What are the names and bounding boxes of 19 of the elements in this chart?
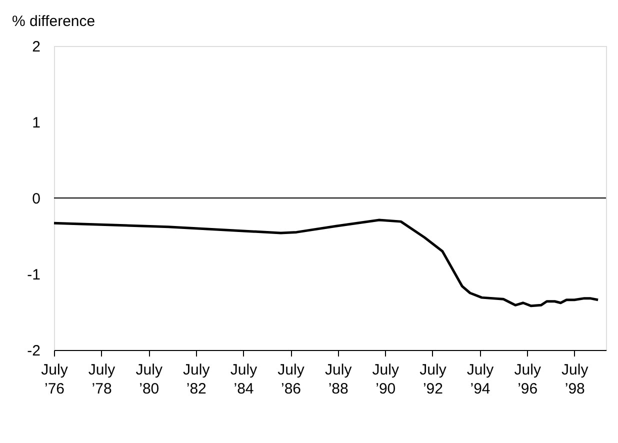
x-tick-label: July ’80 [136,362,163,398]
y-tick-label: -1 [27,266,40,284]
x-tick-label: July ’82 [183,362,210,398]
line-series [52,218,600,308]
x-tick-label: July ’94 [466,362,494,398]
x-tick-label: July ’96 [514,362,542,398]
x-tick-label: July ’92 [420,362,447,398]
x-tick-label: July ’90 [372,362,400,398]
y-tick-label: 2 [32,38,40,56]
y-tick-label: -2 [27,342,40,360]
x-tick-label: July ’88 [325,362,352,398]
x-tick-label: July ’78 [88,362,116,398]
y-axis-title: % difference [12,13,96,30]
x-tick-label: July ’86 [278,362,305,398]
x-tick-label: July ’84 [230,362,258,398]
y-tick-label: 0 [32,190,40,208]
x-tick-label: July ’76 [41,362,68,398]
y-tick-label: 1 [32,114,40,132]
x-tick-label: July ’98 [562,362,589,398]
